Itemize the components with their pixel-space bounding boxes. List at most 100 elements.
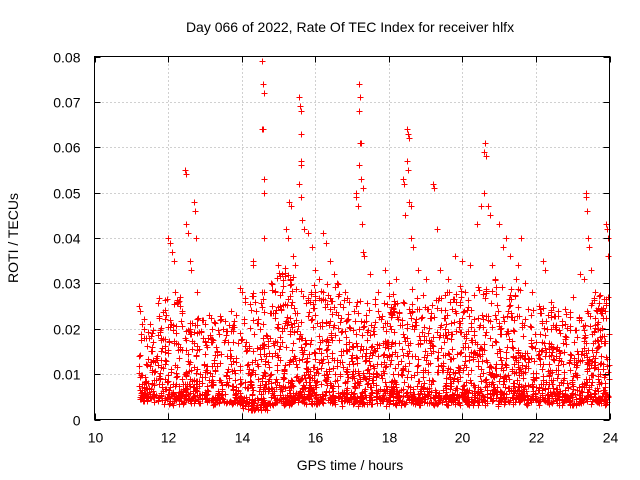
data-point xyxy=(251,331,258,338)
data-point xyxy=(277,334,284,341)
data-point xyxy=(298,162,305,169)
data-point xyxy=(570,373,577,380)
data-point xyxy=(561,397,568,404)
data-point xyxy=(360,324,367,331)
data-point xyxy=(475,315,482,322)
data-point xyxy=(154,357,161,364)
data-point xyxy=(348,355,355,362)
data-point xyxy=(353,194,360,201)
data-point xyxy=(537,398,544,405)
data-point xyxy=(382,364,389,371)
data-point xyxy=(454,392,461,399)
data-point xyxy=(318,381,325,388)
data-point xyxy=(506,336,513,343)
axis-ticks: 10 12 14 16 18 20 22 24 0 0.01 0.02 0.03 0.04 0.05 0.0… xyxy=(53,50,618,446)
data-point xyxy=(555,308,562,315)
data-point xyxy=(430,334,437,341)
data-point xyxy=(288,203,295,210)
data-point xyxy=(514,388,521,395)
data-point xyxy=(573,402,580,409)
data-point xyxy=(196,383,203,390)
data-point xyxy=(322,392,329,399)
data-point xyxy=(238,380,245,387)
data-point xyxy=(191,329,198,336)
data-point xyxy=(346,299,353,306)
data-point xyxy=(245,361,252,368)
data-point xyxy=(562,306,569,313)
data-point xyxy=(460,383,467,390)
data-point xyxy=(518,370,525,377)
data-point xyxy=(416,378,423,385)
data-point xyxy=(167,317,174,324)
data-point xyxy=(589,358,596,365)
data-point xyxy=(542,267,549,274)
data-point xyxy=(420,384,427,391)
data-point xyxy=(438,295,445,302)
data-point xyxy=(548,299,555,306)
data-point xyxy=(198,328,205,335)
data-point xyxy=(217,396,224,403)
data-point xyxy=(374,345,381,352)
data-point xyxy=(422,304,429,311)
data-point xyxy=(179,323,186,330)
data-point xyxy=(279,339,286,346)
data-point xyxy=(344,295,351,302)
data-point xyxy=(173,330,180,337)
data-point xyxy=(355,380,362,387)
data-point xyxy=(541,325,548,332)
data-point xyxy=(404,158,411,165)
data-point xyxy=(369,401,376,408)
data-point xyxy=(430,181,437,188)
y-tick-label: 0.01 xyxy=(53,367,80,383)
data-point xyxy=(252,299,259,306)
data-point xyxy=(481,149,488,156)
data-point xyxy=(487,318,494,325)
data-point xyxy=(367,332,374,339)
data-point xyxy=(235,340,242,347)
data-point xyxy=(293,317,300,324)
data-point xyxy=(519,320,526,327)
data-point xyxy=(366,355,373,362)
y-tick-label: 0.05 xyxy=(53,186,80,202)
data-point xyxy=(265,343,272,350)
x-tick-label: 20 xyxy=(455,430,471,446)
data-point xyxy=(416,394,423,401)
data-point xyxy=(478,366,485,373)
data-point xyxy=(304,358,311,365)
data-point xyxy=(370,377,377,384)
data-point xyxy=(165,378,172,385)
data-point xyxy=(545,392,552,399)
data-point xyxy=(537,356,544,363)
data-point xyxy=(539,392,546,399)
data-point xyxy=(595,344,602,351)
data-point xyxy=(492,276,499,283)
data-point xyxy=(395,361,402,368)
data-point xyxy=(353,331,360,338)
data-point xyxy=(168,321,175,328)
data-point xyxy=(571,355,578,362)
data-point xyxy=(357,94,364,101)
data-point xyxy=(396,393,403,400)
data-point xyxy=(161,401,168,408)
data-point xyxy=(404,335,411,342)
data-point xyxy=(451,319,458,326)
data-point xyxy=(311,282,318,289)
data-point xyxy=(359,221,366,228)
data-point xyxy=(396,340,403,347)
data-point xyxy=(225,366,232,373)
data-point xyxy=(283,226,290,233)
data-point xyxy=(229,401,236,408)
data-point xyxy=(489,379,496,386)
data-point xyxy=(221,398,228,405)
data-point xyxy=(373,382,380,389)
data-point xyxy=(478,203,485,210)
data-point xyxy=(364,381,371,388)
data-point xyxy=(417,390,424,397)
data-point xyxy=(577,392,584,399)
data-point xyxy=(448,336,455,343)
data-point xyxy=(162,349,169,356)
data-point xyxy=(471,399,478,406)
data-point xyxy=(424,352,431,359)
data-point xyxy=(420,292,427,299)
data-point xyxy=(331,304,338,311)
